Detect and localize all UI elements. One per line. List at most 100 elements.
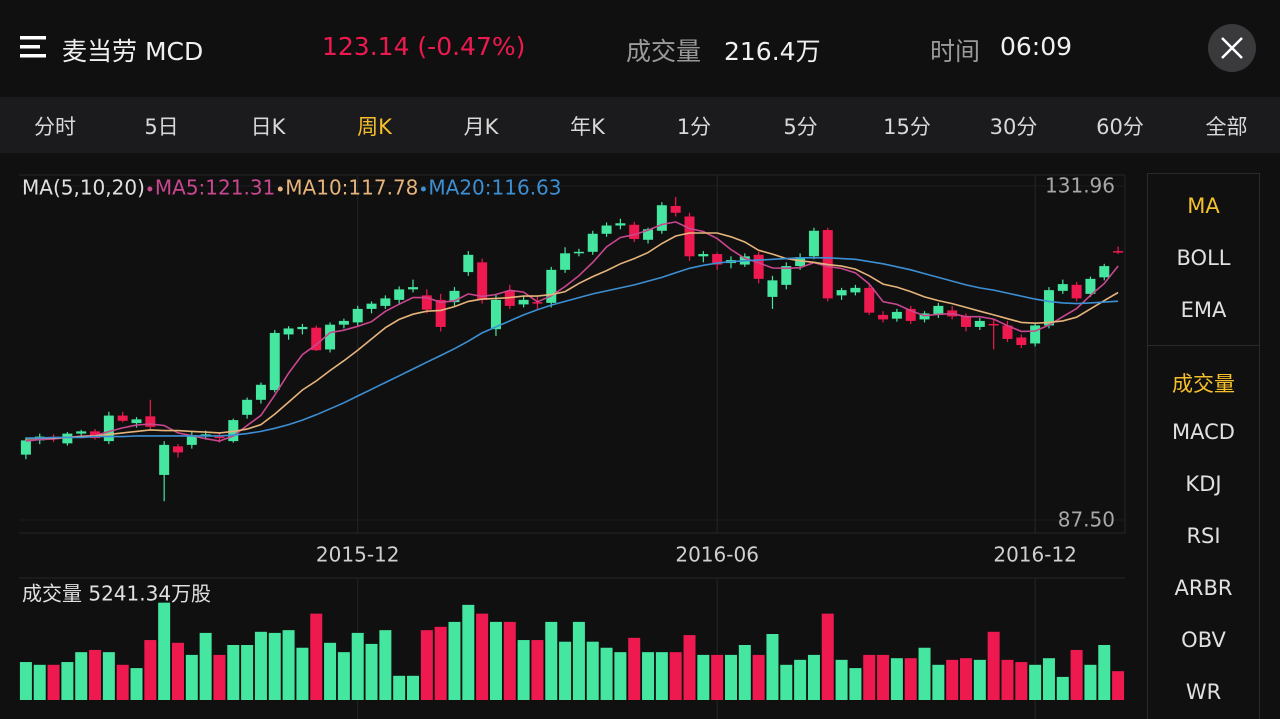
candle-body [532,302,543,304]
indicator[interactable]: 成交量 [1172,372,1235,396]
volume-bar [241,645,254,700]
volume-bar [158,602,171,700]
volume-bar [683,635,696,700]
candle-body [117,415,128,421]
close-button[interactable] [1207,23,1257,73]
volume: 216.4万 [724,37,821,66]
indicator[interactable]: OBV [1181,628,1226,652]
y-tick-label: 131.96 [1045,174,1115,198]
candle-body [850,287,861,293]
volume-bar [1112,671,1125,700]
candle-body [311,327,322,351]
volume-bar [476,613,489,700]
volume-bar [61,662,74,700]
volume-bar [434,626,447,700]
period-tab[interactable]: 月K [463,115,499,139]
candle-body [172,446,183,453]
candle-body [490,299,501,330]
volume-bar [711,654,724,700]
candle-body [62,433,73,444]
candle-body [159,444,170,475]
volume-bar [130,668,143,700]
volume-bar [102,652,115,700]
volume-bar [393,675,406,700]
candle-body [20,440,31,455]
time: 06:09 [1000,32,1073,61]
period-tab[interactable]: 1分 [676,115,712,139]
candle-body [629,224,640,240]
indicator[interactable]: WR [1185,680,1222,704]
volume-bar [282,630,295,700]
period-tab[interactable]: 全部 [1205,115,1248,139]
volume-bar [794,659,807,700]
volume-bar [877,654,890,700]
candle-body [587,233,598,252]
x-tick-label: 2015-12 [316,543,400,567]
volume-bar [697,654,710,700]
volume-bar [462,604,475,700]
candle-body [518,299,529,305]
period-tab[interactable]: 60分 [1096,115,1144,139]
volume-bar [973,659,986,700]
period-tab[interactable]: 日K [250,115,286,139]
volume-bar [1098,645,1111,700]
candle-body [1085,278,1096,294]
candle-body [255,384,266,400]
candle-body [421,295,432,310]
period-tab[interactable]: 5分 [783,115,818,139]
volume-bar [987,631,1000,700]
volume-bar [960,658,973,700]
candle-body [283,328,294,335]
candle-body [242,399,253,415]
chart: 成交量 5241.34万股 131.96 87.50 2015-12 2016-06 2… [19,174,1126,719]
indicator[interactable]: BOLL [1176,246,1231,270]
candle-body [380,298,391,306]
volume-bar [1029,664,1042,700]
volume-bar [932,664,945,700]
candle-body [269,332,280,391]
volume-bar [171,642,184,700]
volume-bar [116,664,129,700]
indicator[interactable]: EMA [1180,298,1227,322]
volume-bar [890,658,903,700]
volume-bar [1001,659,1014,700]
candle-body [891,311,902,319]
volume-bar [545,621,558,700]
candle-body [836,290,847,296]
x-tick-label: 2016-12 [993,543,1077,567]
volume-bar [946,659,959,700]
volume-bar [19,662,32,700]
ma-line [25,257,1119,439]
menu-icon[interactable] [20,34,50,60]
period-tab[interactable]: 30分 [989,115,1038,139]
volume-bar [628,637,641,700]
indicator[interactable]: MACD [1172,420,1235,444]
time-label: 时间 [930,37,981,66]
candle-body [366,303,377,309]
volume-bar [89,649,102,700]
period-tab[interactable]: 年K [570,115,605,139]
indicator[interactable]: KDJ [1185,472,1222,496]
indicator[interactable]: RSI [1186,524,1221,548]
period-tab[interactable]: 5日 [144,115,179,139]
indicator[interactable]: ARBR [1174,576,1233,600]
period-tab[interactable]: 分时 [34,115,76,139]
candle-body [573,251,584,254]
period-tabs: 分时 5日 日K 周K 月K 年K 1分 5分 15分 30分 60分 全部 [0,97,1280,153]
volume-bar [821,613,834,700]
y-tick-label: 87.50 [1058,508,1115,532]
volume-bar [75,652,88,700]
candle-body [1002,325,1013,339]
volume-bar [324,642,337,700]
volume-bar [268,632,281,700]
period-tab[interactable]: 周K [357,115,392,139]
ma-line [25,232,1119,440]
volume-bar [213,654,226,700]
candle-body [477,262,488,300]
candle-body [76,431,87,434]
candle-body [1071,284,1082,299]
indicator[interactable]: MA [1187,194,1220,218]
period-tab[interactable]: 15分 [883,115,931,139]
candle-body [394,289,405,300]
